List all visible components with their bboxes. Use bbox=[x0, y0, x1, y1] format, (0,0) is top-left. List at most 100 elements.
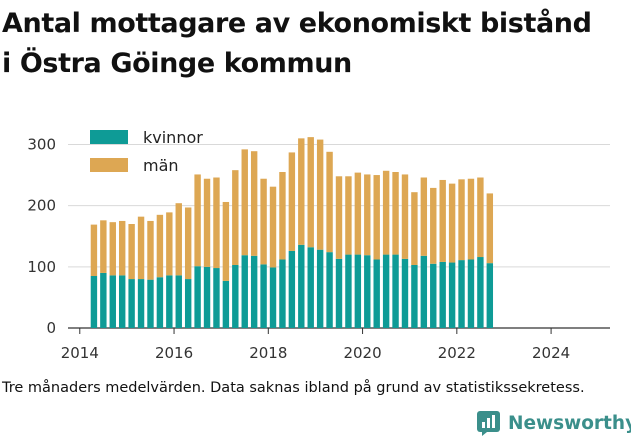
bar-man bbox=[137, 216, 145, 280]
bar-kvinnor bbox=[166, 275, 173, 328]
bar-kvinnor bbox=[213, 268, 220, 328]
y-axis-ticks: 0 100 200 300 bbox=[27, 135, 56, 337]
bar-kvinnor bbox=[373, 259, 380, 328]
y-tick-label: 0 bbox=[46, 319, 56, 337]
bar-kvinnor bbox=[326, 252, 333, 328]
bar-kvinnor bbox=[175, 275, 182, 328]
bar-man bbox=[373, 175, 380, 260]
bar-kvinnor bbox=[147, 279, 154, 328]
bar-kvinnor bbox=[316, 249, 324, 328]
bar-man bbox=[458, 179, 465, 261]
bar-man bbox=[486, 193, 494, 264]
bar-man bbox=[392, 172, 399, 255]
bar-kvinnor bbox=[279, 259, 286, 328]
bar-man bbox=[128, 224, 135, 280]
bar-kvinnor bbox=[477, 257, 484, 328]
bar-man bbox=[430, 187, 437, 264]
bar-man bbox=[411, 192, 418, 265]
bar-man bbox=[90, 224, 98, 276]
brand[interactable]: Newsworthy bbox=[476, 408, 631, 438]
bar-man bbox=[109, 222, 116, 276]
legend-swatch-kvinnor bbox=[90, 130, 128, 144]
bar-kvinnor bbox=[100, 272, 107, 328]
newsworthy-logo-icon bbox=[477, 411, 500, 436]
bar-man bbox=[203, 178, 211, 267]
bar-kvinnor bbox=[222, 280, 230, 328]
bar-kvinnor bbox=[156, 277, 164, 328]
bar-kvinnor bbox=[354, 254, 362, 328]
bar-kvinnor bbox=[90, 276, 98, 328]
bar-man bbox=[345, 176, 352, 255]
x-tick-label: 2018 bbox=[249, 344, 287, 362]
x-tick-label: 2020 bbox=[343, 344, 381, 362]
x-axis-ticks: 2014 2016 2018 2020 2022 2024 bbox=[61, 328, 570, 362]
bar-man bbox=[288, 152, 296, 251]
chart-title-line-1: Antal mottagare av ekonomiskt bistånd bbox=[2, 8, 592, 39]
chart-title: Antal mottagare av ekonomiskt bistånd i … bbox=[2, 4, 630, 84]
bar-kvinnor bbox=[109, 275, 116, 328]
legend-label-man: män bbox=[143, 156, 179, 175]
bar-kvinnor bbox=[448, 262, 456, 328]
x-tick-label: 2016 bbox=[155, 344, 193, 362]
bar-kvinnor bbox=[411, 264, 418, 328]
bar-kvinnor bbox=[458, 260, 465, 328]
legend-swatch-man bbox=[90, 158, 128, 172]
stacked-bar-chart: 0 100 200 300 2014 2016 2018 2020 2022 2024 kvin… bbox=[27, 128, 610, 362]
bar-man bbox=[241, 149, 248, 256]
bar-man bbox=[194, 174, 201, 267]
chart-caption: Tre månaders medelvärden. Data saknas ib… bbox=[2, 380, 585, 396]
bar-kvinnor bbox=[307, 247, 314, 328]
bar-kvinnor bbox=[467, 259, 475, 328]
bar-man bbox=[222, 201, 230, 281]
bar-man bbox=[147, 220, 154, 280]
bar-man bbox=[439, 179, 446, 262]
bar-kvinnor bbox=[203, 266, 211, 328]
bar-kvinnor bbox=[232, 264, 239, 328]
bar-man bbox=[250, 151, 258, 256]
bar-man bbox=[326, 151, 333, 253]
bar-man bbox=[354, 172, 362, 255]
bar-kvinnor bbox=[335, 258, 343, 328]
bar-kvinnor bbox=[298, 244, 305, 328]
bar-man bbox=[364, 174, 371, 256]
bar-man bbox=[269, 186, 277, 268]
y-tick-label: 100 bbox=[27, 258, 56, 276]
x-tick-label: 2024 bbox=[532, 344, 570, 362]
bar-man bbox=[467, 178, 475, 260]
bar-kvinnor bbox=[392, 254, 399, 328]
bar-kvinnor bbox=[420, 255, 428, 328]
bar-kvinnor bbox=[241, 255, 248, 328]
x-tick-label: 2014 bbox=[61, 344, 99, 362]
bar-kvinnor bbox=[288, 250, 296, 328]
bars bbox=[90, 137, 494, 328]
bar-man bbox=[307, 137, 314, 248]
bar-man bbox=[401, 174, 409, 259]
bar-man bbox=[316, 139, 324, 250]
bar-man bbox=[420, 177, 428, 256]
bar-kvinnor bbox=[269, 267, 277, 328]
bar-man bbox=[477, 177, 484, 258]
bar-man bbox=[100, 220, 107, 273]
y-tick-label: 300 bbox=[27, 135, 56, 153]
bar-man bbox=[448, 183, 456, 263]
bar-kvinnor bbox=[184, 279, 192, 328]
bar-kvinnor bbox=[260, 264, 267, 328]
bar-man bbox=[382, 170, 390, 255]
bar-kvinnor bbox=[439, 261, 446, 328]
bar-kvinnor bbox=[137, 279, 145, 328]
bar-man bbox=[166, 212, 173, 276]
bar-kvinnor bbox=[486, 263, 494, 328]
bar-man bbox=[213, 177, 220, 269]
bar-man bbox=[184, 207, 192, 280]
legend-label-kvinnor: kvinnor bbox=[143, 128, 203, 147]
bar-man bbox=[279, 172, 286, 260]
bar-kvinnor bbox=[401, 258, 409, 328]
bar-kvinnor bbox=[382, 254, 390, 328]
bar-kvinnor bbox=[345, 254, 352, 328]
bar-kvinnor bbox=[430, 263, 437, 328]
bar-kvinnor bbox=[128, 279, 135, 328]
bar-man bbox=[118, 220, 126, 276]
bar-man bbox=[298, 138, 305, 245]
bar-man bbox=[260, 178, 267, 265]
bar-man bbox=[175, 203, 182, 276]
